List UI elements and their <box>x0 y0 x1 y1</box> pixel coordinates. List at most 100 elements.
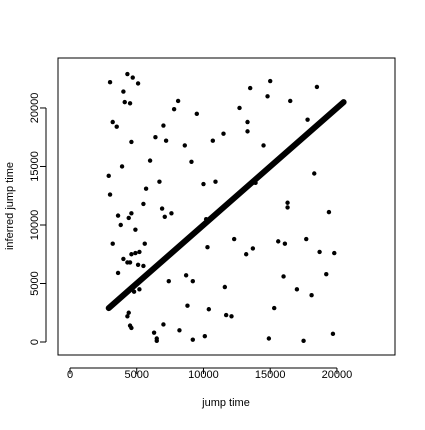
point <box>223 312 229 318</box>
point <box>154 338 159 344</box>
point <box>115 213 121 218</box>
point <box>110 119 115 125</box>
point <box>237 105 242 111</box>
point <box>261 143 266 148</box>
point <box>161 123 166 128</box>
point <box>118 222 123 228</box>
point <box>163 138 169 143</box>
point <box>133 227 138 232</box>
point <box>266 336 272 341</box>
point <box>119 164 125 169</box>
point <box>210 138 216 143</box>
x-tick-label: 0 <box>67 369 73 381</box>
fit-line <box>105 99 347 312</box>
point <box>229 314 234 319</box>
y-tick-label: 5000 <box>29 271 41 295</box>
point <box>253 180 258 186</box>
y-tick-label: 0 <box>29 339 41 345</box>
point <box>250 246 256 251</box>
point <box>129 139 134 145</box>
point <box>122 99 127 105</box>
point <box>157 179 162 184</box>
point <box>247 85 253 91</box>
point <box>129 325 134 331</box>
point <box>131 289 137 294</box>
point <box>213 179 218 184</box>
point <box>203 216 209 222</box>
point <box>294 287 300 292</box>
point <box>153 135 158 140</box>
point <box>201 181 206 187</box>
point <box>317 249 322 255</box>
point <box>231 236 237 242</box>
point <box>129 252 134 257</box>
point <box>281 274 286 279</box>
point <box>107 80 113 85</box>
x-tick-label: 20000 <box>322 369 353 381</box>
point <box>285 200 290 205</box>
y-tick-label: 20000 <box>29 93 41 124</box>
point <box>304 236 309 242</box>
point <box>265 94 270 99</box>
point <box>268 78 273 84</box>
point <box>202 333 208 339</box>
point <box>166 278 171 284</box>
point <box>190 278 195 284</box>
point <box>126 215 131 221</box>
point <box>143 186 149 191</box>
point <box>125 71 130 77</box>
point <box>129 211 134 216</box>
point <box>326 209 332 215</box>
point <box>177 328 182 333</box>
point <box>189 159 194 164</box>
point <box>142 241 147 246</box>
point <box>135 262 141 267</box>
x-axis-title: jump time <box>201 397 250 409</box>
point <box>127 101 133 106</box>
point <box>324 271 329 277</box>
point <box>206 307 212 312</box>
point <box>305 117 310 122</box>
point <box>288 98 293 104</box>
point <box>135 81 141 86</box>
point <box>127 260 133 265</box>
point <box>190 337 195 342</box>
point <box>121 89 126 94</box>
point <box>147 158 153 163</box>
y-tick-label: 10000 <box>29 210 41 241</box>
point <box>169 211 174 216</box>
point <box>330 331 336 337</box>
x-tick-label: 15000 <box>255 369 286 381</box>
x-tick-label: 5000 <box>125 369 149 381</box>
point <box>245 129 250 134</box>
point <box>171 106 177 112</box>
point <box>285 205 290 210</box>
point <box>159 206 165 211</box>
point <box>162 214 167 219</box>
point <box>221 131 226 136</box>
point <box>121 256 126 262</box>
point <box>137 249 142 255</box>
point <box>151 330 157 335</box>
y-tick-label: 15000 <box>29 151 41 182</box>
point <box>107 192 113 197</box>
x-tick-label: 10000 <box>188 369 219 381</box>
point <box>141 263 146 269</box>
point <box>314 84 320 90</box>
point <box>175 98 181 104</box>
point <box>276 239 281 244</box>
point <box>161 322 166 327</box>
point <box>243 252 249 257</box>
point <box>332 250 337 256</box>
plot-box <box>57 57 396 356</box>
point <box>272 305 277 311</box>
point <box>141 201 146 207</box>
point <box>205 245 210 250</box>
y-axis-title: inferred jump time <box>4 162 16 250</box>
point <box>245 119 250 125</box>
point <box>194 111 200 117</box>
point <box>126 310 131 315</box>
point <box>301 338 306 344</box>
point <box>309 293 314 298</box>
